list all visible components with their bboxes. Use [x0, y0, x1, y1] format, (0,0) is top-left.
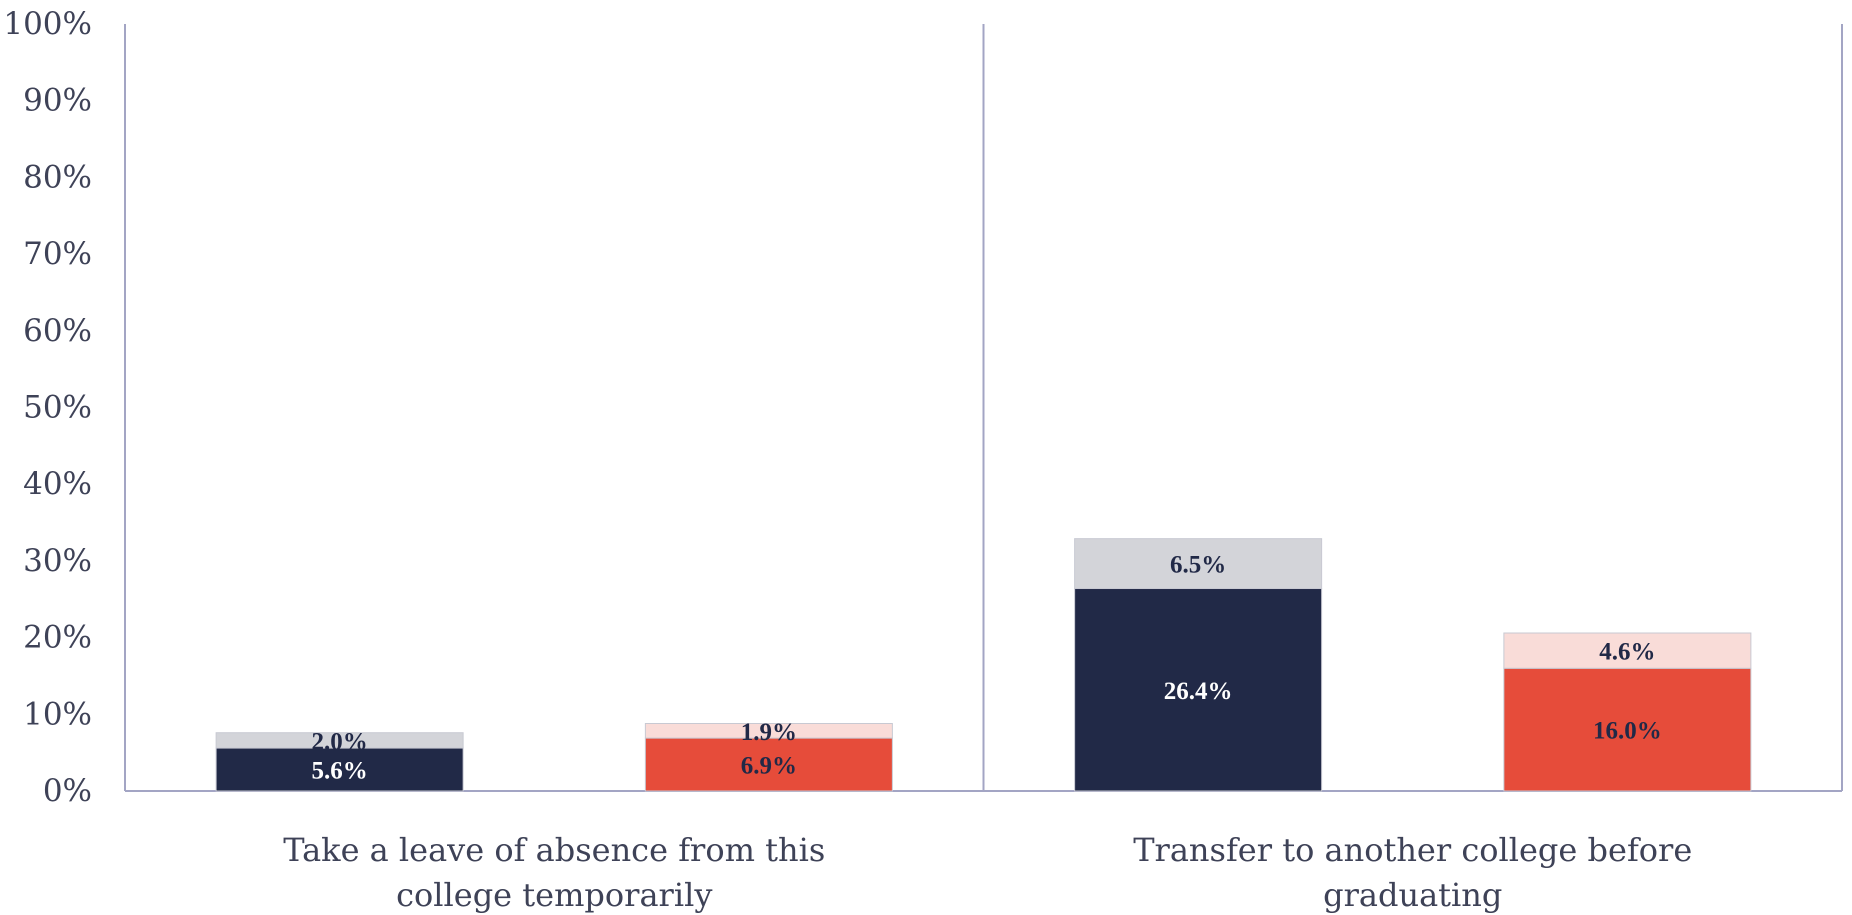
bar-segment [1503, 667, 1752, 792]
y-tick-label: 40% [23, 466, 92, 502]
category-label: graduating [1323, 876, 1502, 914]
y-tick-label: 90% [23, 83, 92, 119]
category-label: Transfer to another college before [1133, 831, 1692, 869]
data-label: 6.9% [741, 753, 797, 780]
y-tick-label: 50% [23, 390, 92, 426]
bar-segment [644, 737, 893, 792]
bar-segment [1503, 632, 1752, 669]
data-label: 2.0% [312, 728, 368, 755]
data-label: 5.6% [312, 758, 368, 785]
data-label: 4.6% [1599, 639, 1655, 666]
bar-segment [215, 732, 464, 749]
bar-segment [1074, 588, 1323, 792]
category-labels: Take a leave of absence from this college… [283, 831, 1692, 914]
data-label: 16.0% [1593, 718, 1662, 745]
bar-segment [215, 747, 464, 792]
data-label: 6.5% [1170, 552, 1226, 579]
y-tick-label: 20% [23, 620, 92, 656]
y-tick-label: 10% [23, 696, 92, 732]
y-tick-label: 70% [23, 236, 92, 272]
y-tick-label: 60% [23, 313, 92, 349]
data-label: 1.9% [741, 719, 797, 746]
category-label: Take a leave of absence from this [283, 831, 825, 869]
data-label: 26.4% [1164, 678, 1233, 705]
y-tick-label: 30% [23, 543, 92, 579]
y-tick-label: 100% [3, 6, 92, 42]
y-axis-tick-labels: 0% 10% 20% 30% 40% 50% 60% 70% 80% 90% 100% [3, 6, 92, 809]
y-tick-label: 80% [23, 159, 92, 195]
bar-segment [1074, 538, 1323, 590]
bar-segment [644, 723, 893, 739]
category-label: college temporarily [396, 876, 712, 914]
y-tick-label: 0% [43, 773, 92, 809]
bar-groups: 5.6% 2.0% 6.9% 1.9% 26.4% 6.5% 16.0% 4.6% [215, 538, 1752, 792]
